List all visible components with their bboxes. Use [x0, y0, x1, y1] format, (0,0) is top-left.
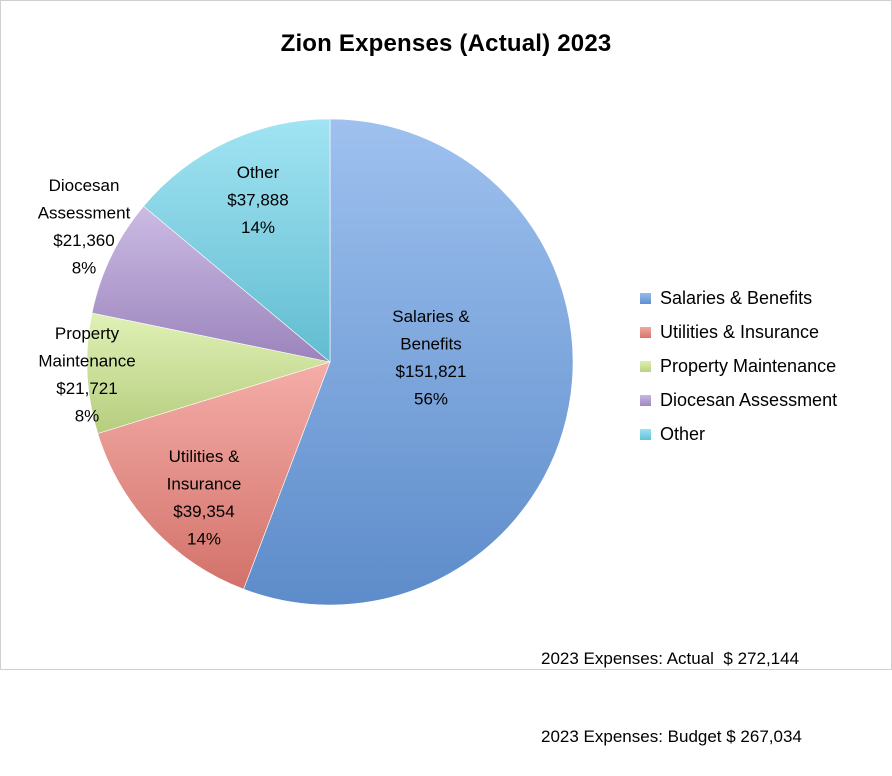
slice-label-property-maintenance: Property Maintenance $21,721 8%: [38, 324, 135, 426]
chart-title: Zion Expenses (Actual) 2023: [280, 30, 612, 57]
pie-slice-utilities-insurance: [97, 361, 331, 590]
pie-slice-other: [143, 118, 331, 363]
legend-item: Salaries & Benefits: [640, 281, 837, 315]
legend-swatch: [640, 395, 651, 407]
pie-slice-salaries-benefits: [243, 118, 574, 606]
legend: Salaries & Benefits Utilities & Insurance…: [640, 281, 837, 452]
legend-swatch: [640, 360, 651, 372]
slice-label-other: Other $37,888 14%: [227, 163, 288, 237]
slice-label-salaries-benefits: Salaries & Benefits $151,821 56%: [392, 307, 470, 409]
pie-slice-property-maintenance: [86, 312, 331, 434]
pie-slice-diocesan-assessment: [91, 205, 331, 363]
legend-item: Diocesan Assessment: [640, 384, 837, 418]
legend-swatch: [640, 292, 651, 304]
legend-label: Salaries & Benefits: [660, 287, 813, 308]
legend-label: Other: [660, 424, 706, 445]
legend-swatch: [640, 326, 651, 338]
slice-label-diocesan-assessment: Diocesan Assessment $21,360 8%: [38, 176, 131, 278]
legend-item: Property Maintenance: [640, 349, 837, 383]
total-budget: 2023 Expenses: Budget $ 267,034: [541, 727, 802, 746]
slice-label-utilities-insurance: Utilities & Insurance $39,354 14%: [167, 447, 242, 549]
total-actual: 2023 Expenses: Actual $ 272,144: [541, 649, 800, 668]
legend-item: Utilities & Insurance: [640, 315, 837, 349]
expense-totals: 2023 Expenses: Actual $ 272,144 2023 Exp…: [541, 594, 802, 776]
legend-label: Property Maintenance: [660, 355, 837, 376]
legend-label: Utilities & Insurance: [660, 321, 820, 342]
pie-chart: Salaries & Benefits $151,821 56% Utilities &…: [38, 118, 574, 606]
legend-label: Diocesan Assessment: [660, 390, 838, 411]
legend-swatch: [640, 429, 651, 441]
legend-item: Other: [640, 418, 837, 452]
